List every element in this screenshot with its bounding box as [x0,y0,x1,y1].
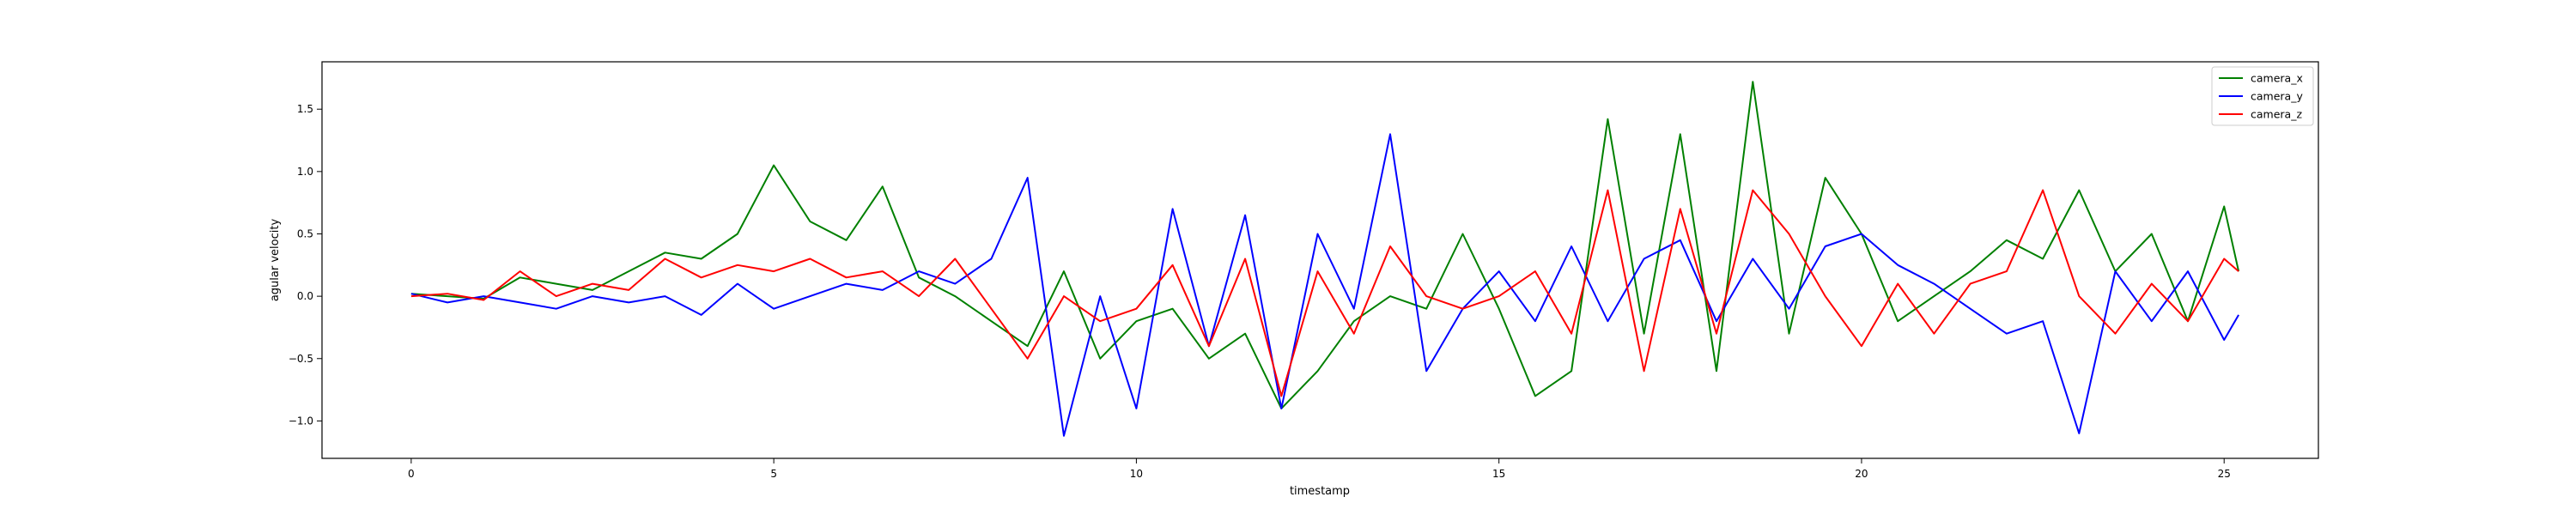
series-line-camera-x [410,81,2240,409]
legend-label-camera-x: camera_x [2251,72,2303,85]
legend-label-camera-y: camera_y [2251,90,2303,103]
x-axis: 0 5 10 15 20 25 [408,458,2231,480]
y-tick-label: 0.0 [297,290,313,302]
series-line-camera-y [410,133,2239,437]
series-layer [410,81,2240,437]
legend-box [2211,66,2314,126]
y-tick-label: −1.0 [289,415,313,427]
x-tick-label: 5 [770,468,777,480]
y-tick-label: −0.5 [289,353,313,365]
y-tick-label: 1.0 [297,166,313,178]
x-tick-label: 20 [1855,468,1868,480]
legend: camera_x camera_y camera_z [2211,66,2314,126]
y-axis: −1.0 −0.5 0.0 0.5 1.0 1.5 [289,103,322,427]
plot-area [322,62,2318,458]
x-tick-label: 15 [1492,468,1505,480]
x-axis-label: timestamp [1290,485,1350,498]
x-tick-label: 10 [1130,468,1143,480]
y-tick-label: 0.5 [297,227,313,239]
y-axis-label: agular velocity [269,219,282,302]
series-line-camera-z [410,189,2239,397]
x-tick-label: 25 [2218,468,2231,480]
legend-label-camera-z: camera_z [2251,108,2302,121]
x-tick-label: 0 [408,468,415,480]
y-tick-label: 1.5 [297,103,313,115]
plot-frame [321,61,2319,459]
